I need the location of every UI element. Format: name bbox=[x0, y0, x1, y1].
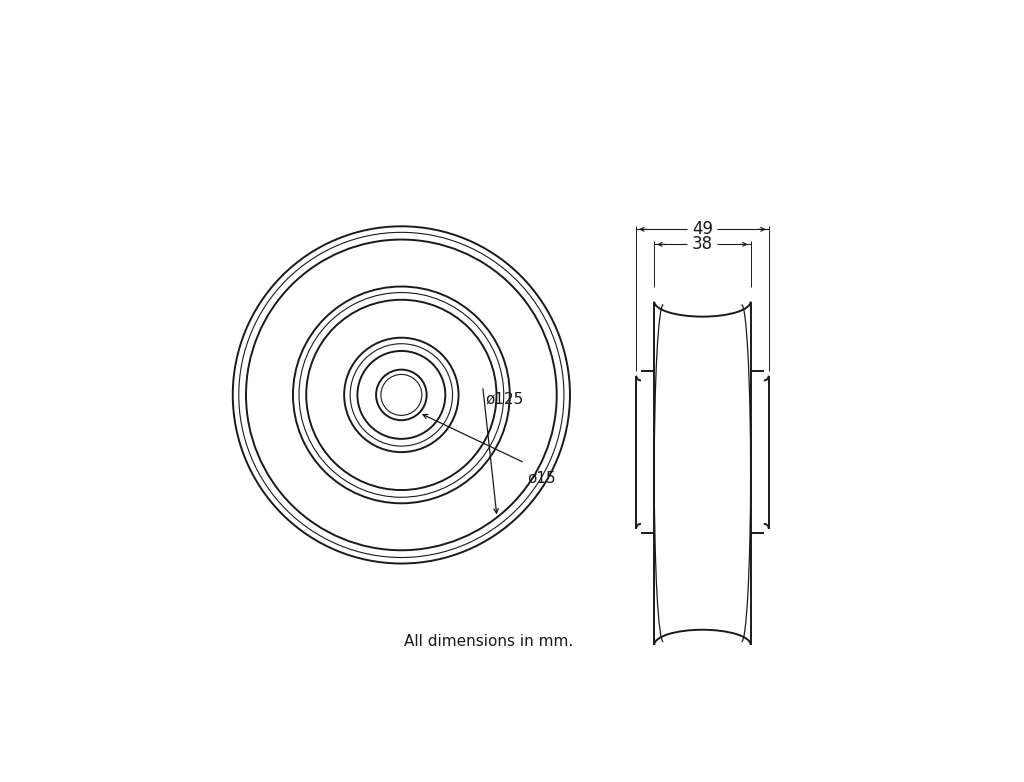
Text: All dimensions in mm.: All dimensions in mm. bbox=[404, 634, 573, 649]
Text: 38: 38 bbox=[692, 235, 713, 253]
Text: 49: 49 bbox=[692, 221, 713, 239]
Text: ø15: ø15 bbox=[527, 470, 556, 485]
Text: ø125: ø125 bbox=[485, 392, 524, 407]
